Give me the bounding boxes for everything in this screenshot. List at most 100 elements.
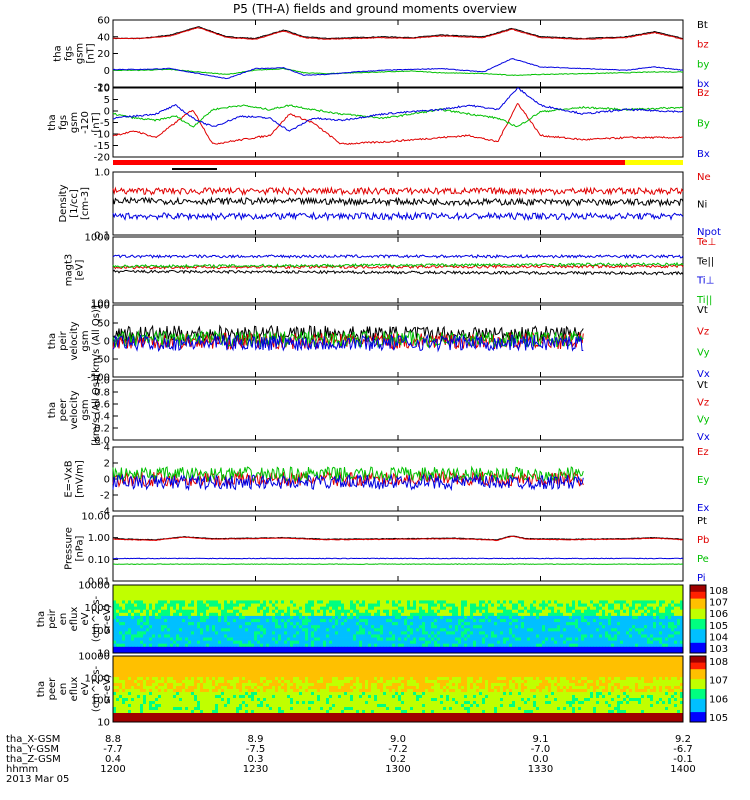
spectrogram-cell (218, 656, 222, 660)
spectrogram-cell (434, 594, 438, 598)
spectrogram-cell (626, 585, 630, 589)
spectrogram-cell (404, 585, 408, 589)
spectrogram-cell (440, 631, 444, 635)
spectrogram-cell (491, 588, 495, 592)
spectrogram-cell (323, 631, 327, 635)
spectrogram-cell (374, 612, 378, 617)
y-tick-label: 1000 (85, 233, 110, 244)
spectrogram-cell (593, 622, 597, 626)
spectrogram-cell (674, 625, 678, 629)
spectrogram-cell (173, 585, 177, 589)
spectrogram-cell (128, 646, 132, 651)
spectrogram-cell (227, 634, 231, 638)
spectrogram-cell (275, 622, 279, 626)
spectrogram-cell (203, 603, 207, 608)
spectrogram-cell (266, 615, 270, 620)
spectrogram-cell (662, 603, 666, 608)
spectrogram-cell (620, 612, 624, 617)
spectrogram-cell (365, 659, 369, 663)
spectrogram-cell (551, 625, 555, 629)
spectrogram-cell (452, 625, 456, 629)
spectrogram-cell (446, 588, 450, 592)
spectrogram-cell (314, 637, 318, 642)
spectrogram-cell (491, 646, 495, 651)
spectrogram-cell (632, 649, 636, 654)
spectrogram-cell (125, 640, 129, 645)
spectrogram-cell (620, 588, 624, 592)
spectrogram-cell (530, 640, 534, 645)
spectrogram-cell (368, 603, 372, 608)
spectrogram-cell (158, 594, 162, 598)
spectrogram-cell (302, 609, 306, 614)
spectrogram-cell (671, 606, 675, 611)
spectrogram-cell (539, 591, 543, 595)
spectrogram-cell (203, 640, 207, 645)
spectrogram-cell (146, 606, 150, 611)
spectrogram-cell (350, 594, 354, 598)
spectrogram-cell (632, 628, 636, 632)
spectrogram-cell (401, 637, 405, 642)
spectrogram-cell (626, 625, 630, 629)
spectrogram-cell (314, 600, 318, 604)
spectrogram-cell (632, 659, 636, 663)
spectrogram-cell (227, 600, 231, 604)
spectrogram-cell (365, 649, 369, 654)
spectrogram-cell (233, 646, 237, 651)
spectrogram-cell (611, 649, 615, 654)
spectrogram-cell (554, 625, 558, 629)
spectrogram-cell (194, 612, 198, 617)
spectrogram-cell (554, 622, 558, 626)
spectrogram-cell (200, 649, 204, 654)
series-line-Bz (112, 102, 684, 145)
spectrogram-cell (266, 659, 270, 663)
colorbar-segment (690, 596, 706, 600)
spectrogram-cell (389, 600, 393, 604)
spectrogram-cell (281, 628, 285, 632)
spectrogram-cell (113, 588, 117, 592)
spectrogram-cell (116, 625, 120, 629)
spectrogram-cell (320, 622, 324, 626)
spectrogram-cell (464, 622, 468, 626)
spectrogram-cell (371, 603, 375, 608)
spectrogram-cell (662, 643, 666, 648)
spectrogram-cell (602, 609, 606, 614)
y-axis-label-line: eflux (69, 677, 80, 702)
spectrogram-cell (368, 622, 372, 626)
spectrogram-cell (380, 600, 384, 604)
spectrogram-cell (662, 625, 666, 629)
spectrogram-cell (293, 634, 297, 638)
spectrogram-cell (239, 646, 243, 651)
spectrogram-cell (503, 656, 507, 660)
spectrogram-cell (575, 628, 579, 632)
spectrogram-cell (578, 609, 582, 614)
spectrogram-cell (536, 612, 540, 617)
spectrogram-cell (113, 591, 117, 595)
spectrogram-cell (164, 634, 168, 638)
spectrogram-cell (332, 662, 336, 666)
spectrogram-cell (359, 597, 363, 601)
spectrogram-cell (671, 619, 675, 623)
spectrogram-cell (284, 600, 288, 604)
spectrogram-cell (668, 646, 672, 651)
spectrogram-cell (368, 649, 372, 654)
spectrogram-cell (443, 625, 447, 629)
spectrogram-cell (320, 600, 324, 604)
spectrogram-cell (536, 637, 540, 642)
spectrogram-cell (155, 612, 159, 617)
spectrogram-cell (392, 656, 396, 660)
spectrogram-cell (593, 594, 597, 598)
spectrogram-cell (365, 656, 369, 660)
spectrogram-cell (623, 646, 627, 651)
spectrogram-cell (629, 619, 633, 623)
spectrogram-cell (263, 622, 267, 626)
spectrogram-cell (440, 628, 444, 632)
spectrogram-cell (548, 591, 552, 595)
spectrogram-cell (299, 606, 303, 611)
spectrogram-cell (209, 597, 213, 601)
spectrogram-cell (650, 640, 654, 645)
spectrogram-cell (170, 600, 174, 604)
spectrogram-cell (203, 628, 207, 632)
spectrogram-cell (413, 634, 417, 638)
colorbar-tick-label: 106 (709, 609, 728, 620)
spectrogram-cell (509, 646, 513, 651)
